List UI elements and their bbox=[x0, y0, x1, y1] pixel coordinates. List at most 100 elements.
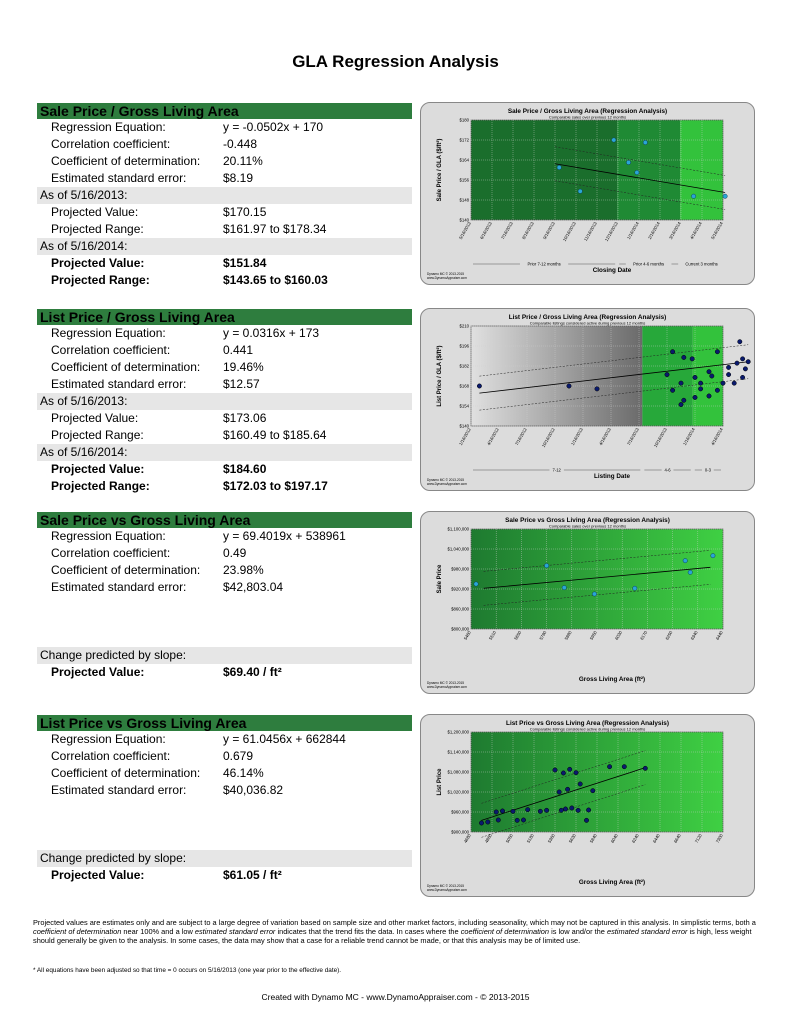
stat-label: Correlation coefficient: bbox=[51, 343, 171, 357]
stat-label: Coefficient of determination: bbox=[51, 154, 201, 168]
chart-subtitle: Comparable sales over previous 12 months bbox=[549, 524, 626, 529]
confidence-upper bbox=[483, 550, 711, 572]
band-label-bg bbox=[519, 261, 569, 266]
stat-value: $40,036.82 bbox=[223, 783, 284, 797]
x-tick-label: 1/16/2014 bbox=[682, 426, 696, 446]
stat-row: Projected Value: $170.15 bbox=[37, 204, 412, 221]
stat-row: Projected Value: $61.05 / ft² bbox=[37, 867, 412, 884]
data-point bbox=[706, 369, 712, 375]
data-point bbox=[692, 374, 698, 380]
chart-svg: Sale Price vs Gross Living Area (Regress… bbox=[427, 517, 724, 689]
spacer-row bbox=[37, 799, 412, 816]
confidence-lower bbox=[481, 784, 646, 838]
data-point bbox=[560, 770, 566, 776]
data-point bbox=[607, 764, 613, 770]
band-label: Prior 7-12 months bbox=[527, 262, 560, 267]
data-point bbox=[556, 789, 562, 795]
x-axis-label: Closing Date bbox=[593, 267, 632, 274]
chart-footer: Dynamo MC © 2013-2015 bbox=[427, 272, 464, 276]
stat-label: Coefficient of determination: bbox=[51, 360, 201, 374]
footnote-text: Projected values are estimates only and … bbox=[33, 918, 756, 927]
stat-row: Projected Range: $143.65 to $160.03 bbox=[37, 272, 412, 289]
stat-label: Projected Range: bbox=[51, 479, 150, 493]
stat-row: Projected Value: $184.60 bbox=[37, 461, 412, 478]
chart-svg: List Price / Gross Living Area (Regressi… bbox=[427, 314, 751, 486]
stat-label: Projected Value: bbox=[51, 205, 139, 219]
y-tick-label: $860,000 bbox=[451, 607, 470, 612]
data-point bbox=[670, 349, 676, 355]
spacer-row bbox=[37, 630, 412, 647]
stat-label: Change predicted by slope: bbox=[40, 851, 187, 865]
stat-row: As of 5/16/2013: bbox=[37, 393, 412, 410]
stat-row: As of 5/16/2013: bbox=[37, 187, 412, 204]
chart-title: List Price / Gross Living Area (Regressi… bbox=[509, 314, 667, 321]
spacer-row bbox=[37, 596, 412, 613]
stat-label: Regression Equation: bbox=[51, 120, 166, 134]
chart-footer: www.DynamoAppraiser.com bbox=[427, 685, 467, 689]
data-point bbox=[681, 354, 687, 360]
data-point bbox=[594, 386, 600, 392]
stat-row: Correlation coefficient: 0.679 bbox=[37, 748, 412, 765]
data-point bbox=[521, 817, 526, 823]
x-tick-label: 4/16/2014 bbox=[689, 220, 703, 240]
stat-value: $172.03 to $197.17 bbox=[223, 479, 328, 493]
stat-value: $161.97 to $178.34 bbox=[223, 222, 327, 236]
data-point bbox=[567, 766, 573, 772]
footnote-text: indicates that the trend fits the data. … bbox=[275, 927, 461, 936]
stat-value: y = -0.0502x + 170 bbox=[223, 120, 324, 134]
chart-footer: www.DynamoAppraiser.com bbox=[427, 888, 467, 892]
chart-footer: Dynamo MC © 2013-2015 bbox=[427, 681, 464, 685]
stat-row: Correlation coefficient: 0.441 bbox=[37, 342, 412, 359]
data-point bbox=[510, 808, 516, 814]
data-point bbox=[634, 170, 640, 175]
regression-line bbox=[481, 767, 646, 821]
stat-row: Coefficient of determination: 23.98% bbox=[37, 562, 412, 579]
data-point bbox=[642, 140, 648, 145]
spacer-row bbox=[37, 833, 412, 850]
time-band bbox=[617, 120, 681, 220]
x-tick-label: 6170 bbox=[639, 629, 648, 640]
y-tick-label: $140 bbox=[459, 424, 469, 429]
x-tick-label: 6030 bbox=[614, 629, 623, 640]
x-tick-label: 6440 bbox=[715, 629, 724, 640]
chart-subtitle: Comparable listings considered active du… bbox=[530, 321, 646, 326]
x-tick-label: 3/16/2014 bbox=[668, 220, 682, 240]
footnote-disclaimer: Projected values are estimates only and … bbox=[33, 918, 761, 945]
stat-row: Change predicted by slope: bbox=[37, 647, 412, 664]
x-tick-label: 2/16/2014 bbox=[647, 220, 661, 240]
data-point bbox=[737, 339, 743, 345]
stat-value: $8.19 bbox=[223, 171, 254, 185]
data-point bbox=[670, 387, 676, 393]
data-point bbox=[710, 553, 716, 559]
band-label-bg bbox=[549, 467, 564, 472]
section-header: Sale Price / Gross Living Area bbox=[37, 103, 412, 119]
x-tick-label: 4860 bbox=[484, 832, 493, 843]
stat-label: Projected Value: bbox=[51, 411, 139, 425]
stat-row: Correlation coefficient: 0.49 bbox=[37, 545, 412, 562]
stat-value: 20.11% bbox=[223, 154, 263, 168]
stat-row: Regression Equation: y = 69.4019x + 53896… bbox=[37, 528, 412, 545]
x-tick-label: 6250 bbox=[664, 629, 673, 640]
chart-svg: Sale Price / Gross Living Area (Regressi… bbox=[427, 108, 728, 280]
data-point bbox=[544, 563, 550, 569]
stat-row: Correlation coefficient: -0.448 bbox=[37, 136, 412, 153]
chart-sale-price-gla-time: Sale Price / Gross Living Area (Regressi… bbox=[420, 102, 755, 285]
x-tick-label: 6040 bbox=[610, 832, 619, 843]
stat-label: As of 5/16/2014: bbox=[40, 239, 128, 253]
page-title: GLA Regression Analysis bbox=[292, 52, 499, 71]
data-point bbox=[566, 383, 572, 389]
stat-row: Projected Value: $151.84 bbox=[37, 255, 412, 272]
stat-value: $184.60 bbox=[223, 462, 267, 476]
y-tick-label: $1,100,000 bbox=[447, 527, 469, 532]
data-point bbox=[569, 805, 575, 811]
stats-panel-4: List Price vs Gross Living Area Regressio… bbox=[37, 715, 412, 884]
data-point bbox=[626, 160, 631, 165]
data-point bbox=[726, 364, 732, 370]
y-tick-label: $1,020,000 bbox=[447, 790, 469, 795]
data-point bbox=[709, 373, 715, 379]
y-tick-label: $210 bbox=[459, 324, 469, 329]
stat-value: $173.06 bbox=[223, 411, 267, 425]
data-point bbox=[726, 372, 732, 378]
x-tick-label: 5360 bbox=[547, 832, 556, 843]
spacer-row bbox=[37, 613, 412, 630]
